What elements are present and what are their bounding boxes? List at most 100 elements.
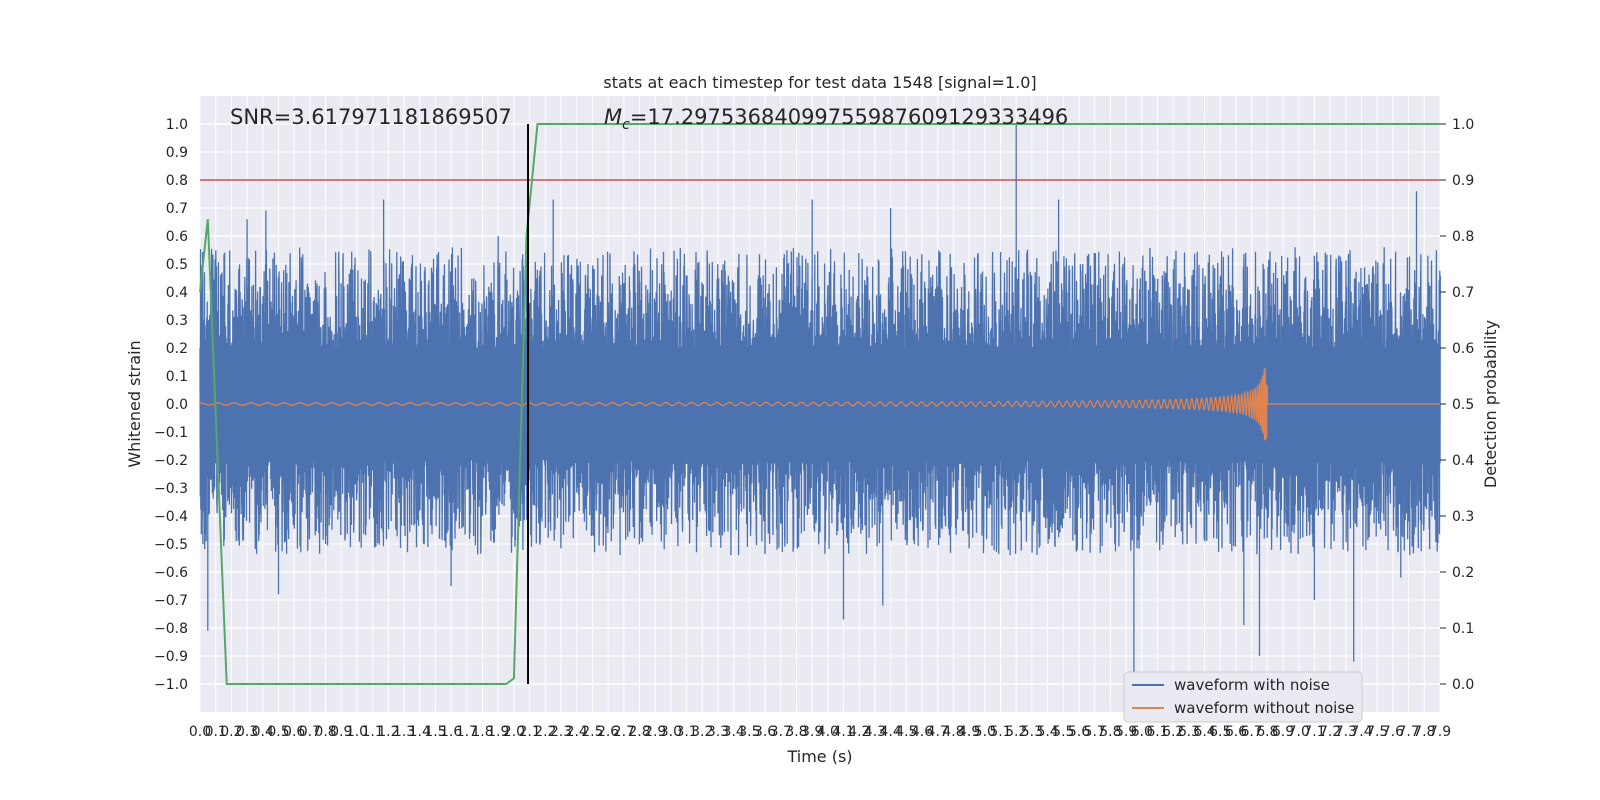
series-waveform-with-noise: [199, 124, 1441, 682]
x-tick-label: 5.9: [1115, 724, 1137, 740]
y2-tick-label: 0.9: [1452, 173, 1474, 189]
x-tick-label: 0.4: [252, 724, 274, 740]
x-tick-label: 5.2: [1005, 724, 1027, 740]
y-tick-label: 0.7: [166, 201, 188, 217]
mc-annotation: Mc=17.29753684099755987609129333496: [604, 105, 1068, 133]
x-tick-label: 0.0: [189, 724, 211, 740]
y-tick-label: −0.8: [154, 621, 188, 637]
x-tick-label: 1.5: [424, 724, 446, 740]
mc-subscript: c: [622, 117, 630, 133]
y2-tick-label: 0.0: [1452, 677, 1474, 693]
x-tick-label: 4.5: [895, 724, 917, 740]
x-tick-label: 4.4: [880, 724, 902, 740]
x-tick-label: 0.6: [283, 724, 305, 740]
y-tick-label: 0.9: [166, 145, 188, 161]
x-tick-label: 1.6: [440, 724, 462, 740]
x-tick-label: 6.1: [1146, 724, 1168, 740]
x-tick-label: 3.3: [707, 724, 729, 740]
y-tick-label: 0.0: [166, 397, 188, 413]
legend-box: [1123, 671, 1363, 723]
x-tick-label: 3.4: [723, 724, 745, 740]
ticks-layer: 0.00.10.20.30.40.50.60.70.80.91.01.11.21…: [154, 117, 1474, 740]
x-tick-label: 2.4: [566, 724, 588, 740]
x-tick-label: 6.8: [1256, 724, 1278, 740]
x-tick-label: 2.1: [518, 724, 540, 740]
x-tick-label: 5.8: [1099, 724, 1121, 740]
x-tick-label: 2.3: [550, 724, 572, 740]
x-tick-label: 1.3: [393, 724, 415, 740]
x-tick-label: 3.5: [738, 724, 760, 740]
y-tick-label: 0.1: [166, 369, 188, 385]
x-tick-label: 1.8: [471, 724, 493, 740]
x-tick-label: 6.0: [1131, 724, 1153, 740]
mc-value: =17.29753684099755987609129333496: [630, 105, 1068, 129]
x-tick-label: 6.2: [1162, 724, 1184, 740]
x-tick-label: 0.8: [314, 724, 336, 740]
y-tick-label: 0.5: [166, 257, 188, 273]
x-tick-label: 7.0: [1288, 724, 1310, 740]
x-tick-label: 6.7: [1241, 724, 1263, 740]
snr-annotation: SNR=3.617971181869507: [230, 105, 512, 129]
x-tick-label: 7.9: [1429, 724, 1451, 740]
y-tick-label: 0.2: [166, 341, 188, 357]
x-tick-label: 4.9: [958, 724, 980, 740]
x-tick-label: 6.3: [1178, 724, 1200, 740]
y-tick-label: −0.6: [154, 565, 188, 581]
y2-tick-label: 0.1: [1452, 621, 1474, 637]
y2-tick-label: 0.2: [1452, 565, 1474, 581]
x-tick-label: 2.2: [534, 724, 556, 740]
y-tick-label: −0.5: [154, 537, 188, 553]
mc-symbol: M: [604, 105, 622, 129]
y2-axis-label: Detection probability: [1481, 320, 1500, 488]
x-tick-label: 4.3: [864, 724, 886, 740]
x-tick-label: 7.7: [1397, 724, 1419, 740]
x-tick-label: 0.9: [330, 724, 352, 740]
y2-tick-label: 0.3: [1452, 509, 1474, 525]
x-tick-label: 4.8: [942, 724, 964, 740]
x-tick-label: 1.4: [409, 724, 431, 740]
y-tick-label: −0.7: [154, 593, 188, 609]
x-tick-label: 4.2: [848, 724, 870, 740]
x-tick-label: 0.3: [236, 724, 258, 740]
x-tick-label: 4.6: [911, 724, 933, 740]
series-layer: [199, 123, 1441, 685]
y-tick-label: 0.8: [166, 173, 188, 189]
x-tick-label: 6.4: [1193, 724, 1215, 740]
y-tick-label: 0.3: [166, 313, 188, 329]
x-tick-label: 5.3: [1021, 724, 1043, 740]
x-tick-label: 7.4: [1350, 724, 1372, 740]
x-tick-label: 2.5: [581, 724, 603, 740]
x-tick-label: 5.4: [1036, 724, 1058, 740]
y-tick-label: −0.4: [154, 509, 188, 525]
y-axis-label: Whitened strain: [125, 340, 144, 467]
x-tick-label: 1.2: [377, 724, 399, 740]
x-tick-label: 4.0: [817, 724, 839, 740]
x-tick-label: 5.7: [1084, 724, 1106, 740]
x-tick-label: 4.1: [832, 724, 854, 740]
legend-label-noise: waveform with noise: [1174, 676, 1330, 694]
x-tick-label: 2.0: [503, 724, 525, 740]
x-tick-label: 3.2: [691, 724, 713, 740]
x-tick-label: 6.6: [1225, 724, 1247, 740]
x-tick-label: 3.1: [675, 724, 697, 740]
x-tick-label: 1.0: [346, 724, 368, 740]
x-tick-label: 7.3: [1335, 724, 1357, 740]
x-tick-label: 0.7: [299, 724, 321, 740]
y-tick-label: 0.4: [166, 285, 188, 301]
series-waveform-without-noise: [199, 367, 1440, 441]
x-tick-label: 1.1: [362, 724, 384, 740]
x-tick-label: 7.2: [1319, 724, 1341, 740]
chart-title: stats at each timestep for test data 154…: [603, 73, 1036, 92]
y2-tick-label: 0.8: [1452, 229, 1474, 245]
x-tick-label: 7.1: [1303, 724, 1325, 740]
y2-tick-label: 0.5: [1452, 397, 1474, 413]
x-tick-label: 6.9: [1272, 724, 1294, 740]
x-axis-label: Time (s): [786, 747, 852, 766]
y-tick-label: −0.2: [154, 453, 188, 469]
x-tick-label: 6.5: [1209, 724, 1231, 740]
y2-tick-label: 0.7: [1452, 285, 1474, 301]
x-tick-label: 3.6: [754, 724, 776, 740]
y-tick-label: −0.3: [154, 481, 188, 497]
x-tick-label: 5.1: [989, 724, 1011, 740]
